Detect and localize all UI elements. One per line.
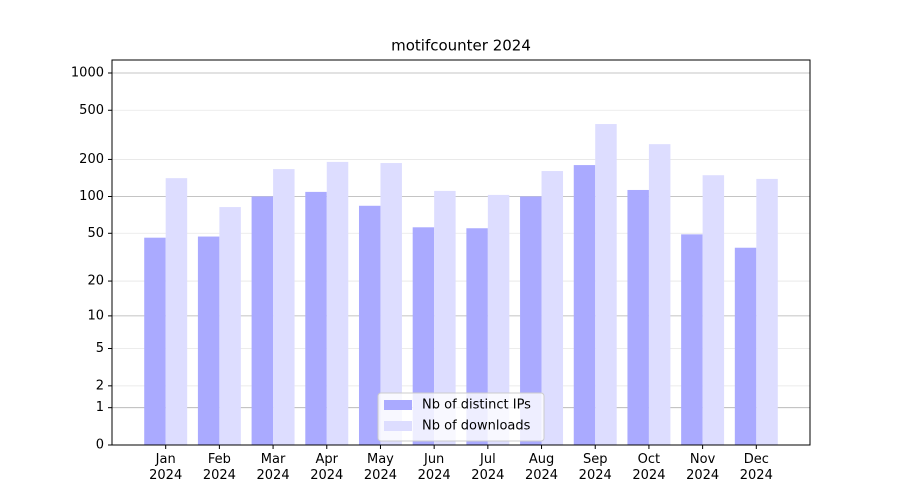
x-tick-label: May 2024 <box>363 452 397 483</box>
x-tick-label: Aug 2024 <box>524 452 559 483</box>
bar <box>165 178 188 446</box>
y-tick-label: 200 <box>79 152 104 167</box>
bar <box>466 228 488 445</box>
bar <box>702 175 725 445</box>
bar <box>487 194 510 445</box>
bar <box>219 207 241 445</box>
bar <box>541 171 564 445</box>
bar <box>648 144 671 445</box>
bar <box>627 189 649 445</box>
bar <box>520 196 542 445</box>
y-tick-label: 20 <box>87 274 104 289</box>
y-tick-label: 2 <box>96 378 104 393</box>
bar <box>734 247 757 445</box>
x-tick-label: Feb 2024 <box>202 452 236 483</box>
x-tick-label: Mar 2024 <box>256 452 290 483</box>
x-tick-label: Jan 2024 <box>149 452 183 483</box>
y-tick-label: 100 <box>79 189 104 204</box>
x-tick-label: Oct 2024 <box>632 452 666 483</box>
chart-title: motifcounter 2024 <box>391 37 531 55</box>
bar <box>144 237 166 445</box>
x-tick-label: Jul 2024 <box>471 452 505 483</box>
y-tick-label: 1 <box>96 400 104 415</box>
bar <box>251 196 274 445</box>
bar <box>305 191 327 445</box>
bar <box>273 169 295 445</box>
bar <box>681 234 703 445</box>
legend-label: Nb of downloads <box>422 419 531 434</box>
bar <box>412 227 435 445</box>
bar <box>326 161 349 445</box>
axes-frame <box>111 59 811 446</box>
x-tick-label: Nov 2024 <box>686 452 720 483</box>
legend-box <box>377 392 545 442</box>
bar <box>380 163 402 445</box>
bar <box>756 178 778 446</box>
bar <box>358 205 381 445</box>
bar <box>573 165 596 445</box>
y-tick-label: 10 <box>87 308 104 323</box>
legend-label: Nb of distinct IPs <box>422 398 531 413</box>
y-tick-label: 500 <box>79 103 104 118</box>
y-tick-label: 5 <box>96 341 104 356</box>
x-tick-label: Dec 2024 <box>739 452 773 483</box>
x-tick-label: Jun 2024 <box>417 452 451 483</box>
legend-swatch <box>384 421 412 431</box>
y-tick-label: 1000 <box>71 65 104 80</box>
bar <box>197 236 220 445</box>
y-tick-label: 50 <box>87 226 104 241</box>
y-tick-label: 0 <box>96 438 104 453</box>
x-tick-label: Sep 2024 <box>578 452 612 483</box>
x-tick-label: Apr 2024 <box>310 452 344 483</box>
bar <box>595 124 617 446</box>
bar <box>434 190 456 445</box>
legend-swatch <box>384 400 412 410</box>
